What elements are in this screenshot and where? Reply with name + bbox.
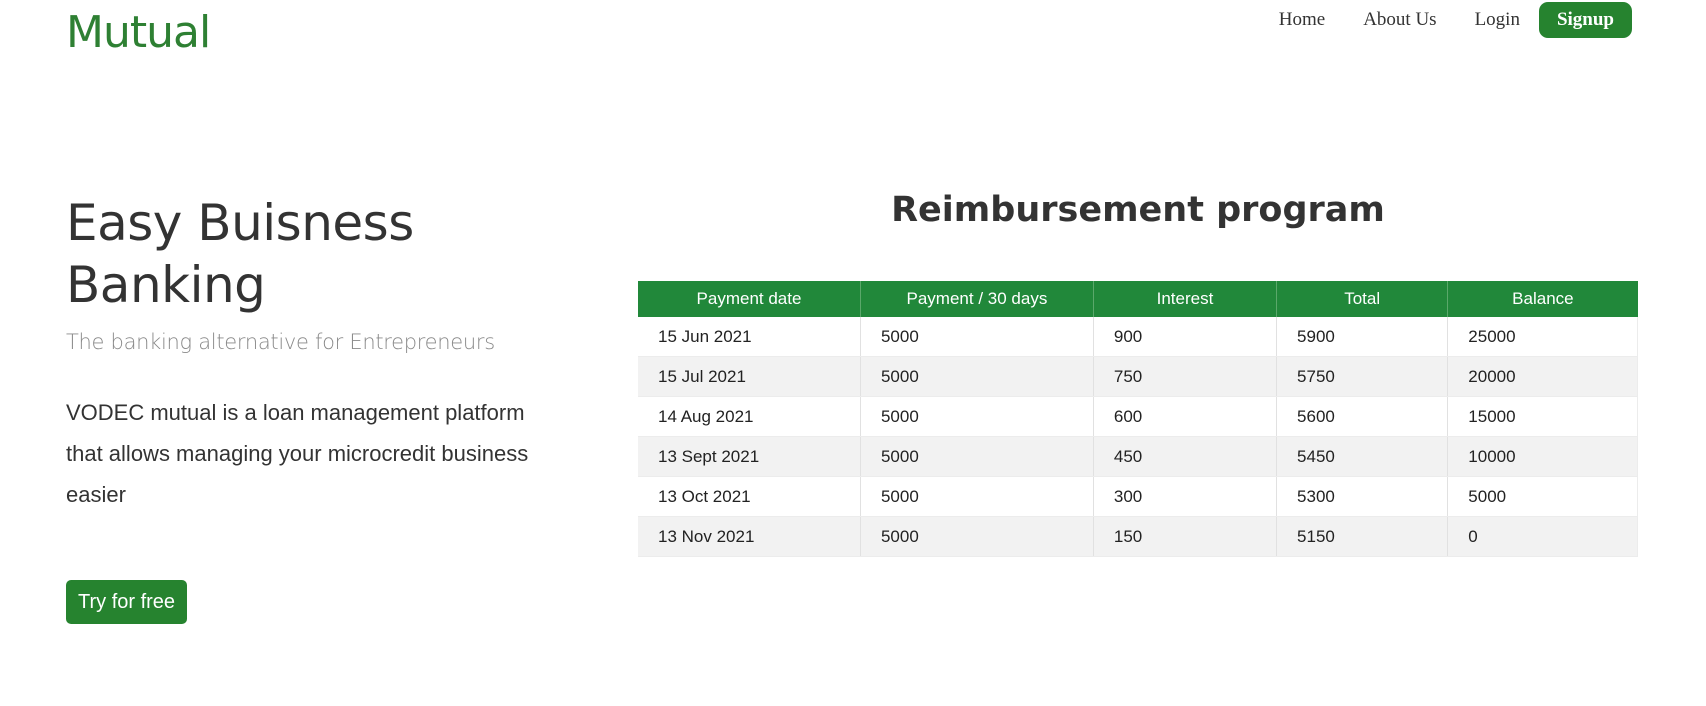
cell-balance: 10000 <box>1447 436 1638 477</box>
cell-payment-date: 13 Sept 2021 <box>638 436 861 477</box>
cell-interest: 900 <box>1093 317 1278 357</box>
cell-payment: 5000 <box>860 516 1094 557</box>
table-row: 15 Jun 2021 5000 900 5900 25000 <box>638 317 1638 357</box>
cell-payment-date: 15 Jul 2021 <box>638 356 861 397</box>
cell-balance: 25000 <box>1447 317 1638 357</box>
cell-balance: 0 <box>1447 516 1638 557</box>
cell-payment: 5000 <box>860 396 1094 437</box>
hero-description: VODEC mutual is a loan management platfo… <box>66 400 529 507</box>
cell-payment-date: 13 Nov 2021 <box>638 516 861 557</box>
signup-button[interactable]: Signup <box>1538 2 1632 38</box>
cell-total: 5900 <box>1276 317 1449 357</box>
try-for-free-button[interactable]: Try for free <box>66 580 188 624</box>
column-header-total: Total <box>1276 281 1449 317</box>
column-header-payment-date: Payment date <box>638 281 861 317</box>
hero-title: Easy Buisness Banking <box>66 194 414 314</box>
column-header-balance: Balance <box>1447 281 1638 317</box>
cell-interest: 750 <box>1093 356 1278 397</box>
nav-about-link[interactable]: About Us <box>1363 9 1437 30</box>
cell-total: 5150 <box>1276 516 1449 557</box>
cell-balance: 15000 <box>1447 396 1638 437</box>
cell-total: 5600 <box>1276 396 1449 437</box>
cell-payment: 5000 <box>860 317 1094 357</box>
cell-interest: 300 <box>1093 476 1278 517</box>
cell-interest: 600 <box>1093 396 1278 437</box>
cell-payment-date: 13 Oct 2021 <box>638 476 861 517</box>
cell-payment: 5000 <box>860 476 1094 517</box>
cell-payment-date: 14 Aug 2021 <box>638 396 861 437</box>
nav-home-link[interactable]: Home <box>1278 9 1326 30</box>
cell-payment: 5000 <box>860 436 1094 477</box>
cell-balance: 20000 <box>1447 356 1638 397</box>
reimbursement-table: Payment date Payment / 30 days Interest … <box>638 281 1638 557</box>
cell-interest: 150 <box>1093 516 1278 557</box>
table-header-row: Payment date Payment / 30 days Interest … <box>638 281 1638 317</box>
cell-payment: 5000 <box>860 356 1094 397</box>
brand-logo[interactable]: Mutual <box>66 7 211 58</box>
cell-balance: 5000 <box>1447 476 1638 517</box>
table-row: 13 Nov 2021 5000 150 5150 0 <box>638 516 1638 557</box>
table-row: 14 Aug 2021 5000 600 5600 15000 <box>638 396 1638 437</box>
table-row: 15 Jul 2021 5000 750 5750 20000 <box>638 356 1638 397</box>
program-title: Reimbursement program <box>891 190 1385 230</box>
cell-interest: 450 <box>1093 436 1278 477</box>
column-header-payment: Payment / 30 days <box>860 281 1094 317</box>
table-row: 13 Sept 2021 5000 450 5450 10000 <box>638 436 1638 477</box>
top-nav: Home About Us Login Signup <box>1279 2 1632 38</box>
cell-total: 5750 <box>1276 356 1449 397</box>
nav-login-link[interactable]: Login <box>1474 9 1520 30</box>
column-header-interest: Interest <box>1093 281 1278 317</box>
hero-subtitle: The banking alternative for Entrepreneur… <box>66 330 495 354</box>
cell-total: 5450 <box>1276 436 1449 477</box>
cell-total: 5300 <box>1276 476 1449 517</box>
table-row: 13 Oct 2021 5000 300 5300 5000 <box>638 476 1638 517</box>
cell-payment-date: 15 Jun 2021 <box>638 317 861 357</box>
